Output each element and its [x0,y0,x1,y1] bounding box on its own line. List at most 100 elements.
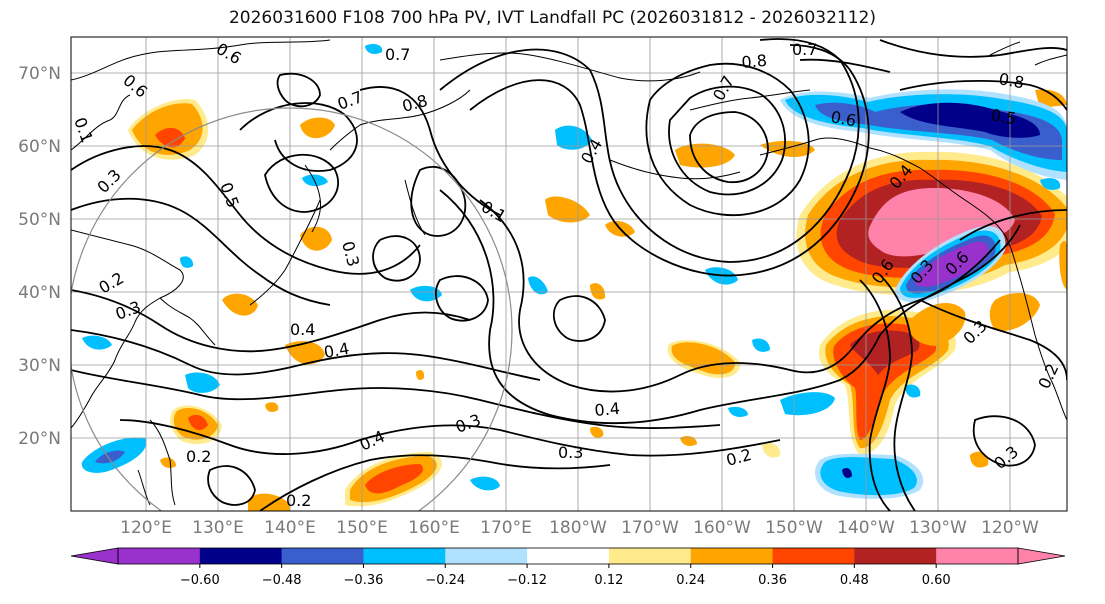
lon-label: 140°W [837,518,895,538]
colorbar-tick-label: 0.36 [758,573,787,588]
negative-anomaly-region [470,476,500,491]
negative-anomaly-region [900,102,1040,138]
lon-label: 150°E [336,518,388,538]
colorbar: −0.60 −0.48 −0.36 −0.24 −0.12 0.12 0.24 0.36 0.4… [70,547,1066,588]
contour-label: 0.7 [792,40,817,59]
contour-label: 0.2 [286,491,311,510]
negative-anomaly-region [302,174,328,187]
lat-label-20n: 20°N [18,429,61,449]
contour-label: 0.2 [186,447,211,466]
colorbar-swatch [527,548,610,564]
negative-anomaly-region [528,276,548,295]
positive-anomaly-region [265,402,279,413]
colorbar-tick-label: 0.24 [676,573,705,588]
negative-anomaly-region [82,335,112,350]
negative-anomaly-region [820,457,917,496]
positive-anomaly-region [1059,240,1067,290]
colorbar-tick-label: −0.48 [262,573,302,588]
distance-ring [71,107,513,511]
colorbar-swatch [854,548,937,564]
lat-label-30n: 30°N [18,356,61,376]
positive-anomaly-region [416,370,425,380]
contour-label: 0.7 [385,45,410,64]
lon-label: 150°W [765,518,823,538]
lat-label-70n: 70°N [18,64,61,84]
contour-label: 0.4 [290,320,315,339]
colorbar-tick-label: 0.60 [922,573,951,588]
positive-anomaly-region [545,196,590,223]
colorbar-swatch [118,548,201,564]
negative-anomaly-region [728,406,748,417]
contour-label: 0.8 [741,51,768,72]
lat-label-60n: 60°N [18,137,61,157]
positive-anomaly-region [300,117,335,139]
lat-label-40n: 40°N [18,283,61,303]
positive-anomaly-region [590,283,606,300]
positive-anomaly-region [188,414,208,431]
contour-label: 0.5 [989,105,1017,128]
colorbar-swatch [363,548,446,564]
positive-anomaly-region [300,226,332,251]
colorbar-ticks: −0.60 −0.48 −0.36 −0.24 −0.12 0.12 0.24 0.36 0.4… [180,564,951,588]
map-panel: 0.6 0.7 0.6 0.3 0.5 0.7 0.8 0.4 0.7 0.8 … [18,36,1068,538]
negative-anomaly-region [365,44,383,54]
positive-anomaly-region [222,293,258,316]
negative-anomaly-region [185,372,220,393]
lon-label: 160°W [693,518,751,538]
colorbar-swatch [281,548,364,564]
positive-anomaly-region [970,451,989,468]
colorbar-swatch [936,548,1019,564]
lon-label: 130°E [192,518,244,538]
negative-anomaly-region [905,384,921,398]
colorbar-swatch [608,548,692,564]
positive-anomaly-region [675,143,735,168]
positive-anomaly-region [365,464,424,494]
colorbar-tick-label: −0.36 [344,573,384,588]
lon-label: 180°W [549,518,607,538]
negative-anomaly-region [752,338,770,352]
contour-label: 0.4 [594,399,621,420]
colorbar-swatch [199,548,283,564]
contour-label: 0.8 [997,69,1025,92]
colorbar-tick-label: −0.24 [425,573,465,588]
lon-label: 130°W [909,518,967,538]
negative-anomaly-region [842,468,852,478]
lon-label: 160°E [408,518,460,538]
positive-anomaly-region [989,293,1040,332]
map-title: 2026031600 F108 700 hPa PV, IVT Landfall… [228,8,876,28]
colorbar-tick-label: 0.48 [840,573,869,588]
lon-label: 170°E [480,518,532,538]
colorbar-over-arrow [1017,547,1066,565]
negative-anomaly-region [914,241,988,287]
lat-label-50n: 50°N [18,210,61,230]
colorbar-tick-label: 0.12 [594,573,623,588]
positive-anomaly-region [155,127,185,148]
pv-contours [71,38,1067,511]
lon-label: 170°W [621,518,679,538]
positive-anomaly-region [850,330,920,375]
contour-label: 0.6 [829,107,857,130]
colorbar-frame [117,547,1019,565]
positive-anomaly-region [680,436,697,446]
positive-anomaly-region [160,457,176,468]
colorbar-tick-label: −0.60 [180,573,220,588]
positive-anomaly-region [760,140,815,157]
colorbar-swatch [445,548,528,564]
negative-anomaly-region [95,450,125,464]
positive-anomaly-region [285,341,325,365]
positive-anomaly-region [671,342,736,375]
contour-label: 0.3 [558,443,583,462]
colorbar-swatch [772,548,855,564]
colorbar-under-arrow [70,547,119,565]
negative-anomaly-region [1040,178,1061,190]
map-frame [70,36,1068,512]
colorbar-swatch [690,548,774,564]
negative-anomaly-region [180,256,194,268]
positive-anomaly-region [762,443,781,458]
longitude-labels: 120°E 130°E 140°E 150°E 160°E 170°E 180°… [120,518,1039,538]
colorbar-tick-label: −0.12 [507,573,547,588]
negative-anomaly-region [555,125,592,150]
lon-label: 120°E [120,518,172,538]
latitude-labels: 70°N 60°N 50°N 40°N 30°N 20°N [18,64,61,449]
